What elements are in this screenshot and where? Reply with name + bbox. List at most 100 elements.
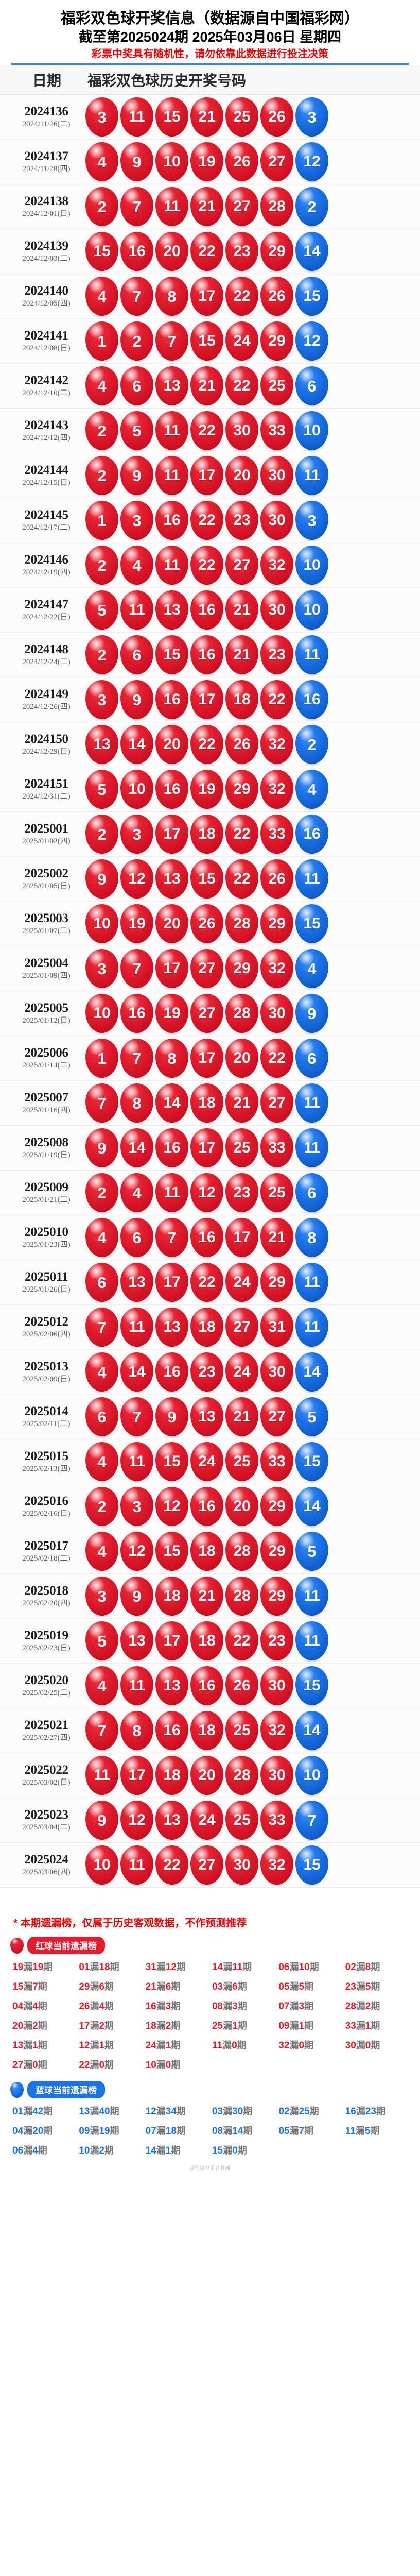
red-ball: 16: [190, 635, 223, 677]
red-ball: 26: [190, 904, 223, 946]
red-ball: 17: [155, 949, 188, 991]
draw-date: 2024/12/24(二): [22, 658, 71, 666]
omission-item: 19漏19期: [12, 1962, 53, 1973]
red-ball: 18: [155, 1577, 188, 1618]
red-ball: 25: [225, 97, 258, 139]
red-ball: 21: [190, 366, 223, 408]
red-ball: 22: [225, 815, 258, 856]
red-ball: 2: [85, 456, 118, 498]
red-ball: 2: [85, 546, 118, 587]
omission-item: 12漏1期: [79, 2040, 114, 2051]
red-ball: 21: [190, 1577, 223, 1618]
red-ball: 9: [120, 456, 153, 498]
blue-omission-header: 蓝球当前遗漏榜: [10, 2081, 420, 2098]
row-date-cell: 2024141 2024/12/08(日): [11, 329, 83, 353]
red-ball: 29: [225, 949, 258, 991]
issue-number: 2024145: [24, 508, 68, 522]
red-ball: 25: [260, 1173, 293, 1215]
red-ball: 11: [120, 1308, 153, 1349]
draw-date: 2024/12/10(二): [22, 389, 71, 397]
ball-group: 2 5 11 22 30 33 10: [83, 411, 328, 453]
red-ball: 10: [85, 994, 118, 1036]
red-ball: 26: [260, 277, 293, 318]
issue-number: 2024148: [24, 642, 68, 656]
red-ball: 10: [85, 1845, 118, 1887]
omission-item: 28漏2期: [345, 2001, 380, 2012]
red-ball: 1: [85, 1039, 118, 1080]
table-row: 2025017 2025/02/18(二) 4 12 15 18 28 29 5: [0, 1529, 420, 1574]
red-ball: 16: [190, 590, 223, 632]
omission-item: 15漏0期: [212, 2145, 247, 2156]
red-ball: 9: [155, 1397, 188, 1439]
red-ball: 21: [190, 97, 223, 139]
row-date-cell: 2025004 2025/01/09(四): [11, 956, 83, 981]
draw-date: 2025/02/11(二): [22, 1420, 71, 1428]
red-ball: 24: [190, 1442, 223, 1484]
red-ball: 25: [225, 1801, 258, 1842]
ball-group: 3 11 15 21 25 26 3: [83, 97, 328, 139]
red-ball: 20: [225, 1487, 258, 1529]
red-ball: 13: [120, 1621, 153, 1663]
omission-item: 02漏8期: [345, 1962, 380, 1973]
red-ball: 32: [260, 1845, 293, 1887]
red-ball: 19: [190, 142, 223, 184]
red-ball: 16: [155, 1128, 188, 1170]
red-ball: 27: [190, 1845, 223, 1887]
red-ball: 8: [155, 1039, 188, 1080]
issue-number: 2024146: [24, 553, 68, 567]
red-ball: 15: [155, 1442, 188, 1484]
issue-number: 2025008: [24, 1136, 68, 1149]
table-row: 2025004 2025/01/09(四) 3 7 17 27 29 32 4: [0, 946, 420, 991]
table-row: 2024142 2024/12/10(二) 4 6 13 21 22 25 6: [0, 364, 420, 409]
table-row: 2025014 2025/02/11(二) 6 7 9 13 21 27 5: [0, 1395, 420, 1439]
issue-number: 2025002: [24, 867, 68, 880]
ball-group: 10 11 22 27 30 32 15: [83, 1845, 328, 1887]
red-ball: 12: [155, 1487, 188, 1529]
red-ball: 15: [190, 321, 223, 363]
red-ball: 17: [190, 456, 223, 498]
red-ball: 17: [155, 1621, 188, 1663]
red-ball: 13: [155, 1666, 188, 1708]
blue-omission-section: 蓝球当前遗漏榜 01漏42期 13漏40期 12漏34期 03漏30期 02漏25期 16…: [0, 2074, 420, 2159]
red-ball: 24: [225, 321, 258, 363]
red-ball: 2: [85, 187, 118, 229]
blue-ball: 14: [295, 1711, 328, 1753]
ball-group: 5 13 17 18 22 23 11: [83, 1621, 328, 1663]
red-ball: 11: [120, 1442, 153, 1484]
red-ball: 4: [85, 1218, 118, 1260]
ball-group: 15 16 20 22 23 29 14: [83, 232, 328, 274]
table-row: 2024145 2024/12/17(二) 1 3 16 22 23 30 3: [0, 498, 420, 543]
ball-group: 2 6 15 16 21 23 11: [83, 635, 328, 677]
red-ball: 19: [155, 994, 188, 1036]
draw-date: 2025/03/04(二): [22, 1823, 71, 1832]
red-ball-icon: [10, 1937, 24, 1954]
red-ball: 5: [85, 1621, 118, 1663]
red-ball: 13: [85, 725, 118, 767]
red-ball: 22: [225, 366, 258, 408]
blue-ball: 6: [295, 366, 328, 408]
red-omission-header: 红球当前遗漏榜: [10, 1937, 420, 1954]
omission-item: 33漏1期: [345, 2021, 380, 2031]
red-ball: 31: [260, 1308, 293, 1349]
draw-date: 2025/01/14(二): [22, 1061, 71, 1070]
column-header-numbers: 福彩双色球历史开奖号码: [87, 73, 247, 89]
red-ball: 23: [225, 1173, 258, 1215]
results-table-body: 2024136 2024/11/26(二) 3 11 15 21 25 26 3 2024137 2…: [0, 95, 420, 1888]
table-row: 2025016 2025/02/16(日) 2 3 12 16 20 29 14: [0, 1484, 420, 1529]
red-ball: 32: [260, 725, 293, 767]
red-ball: 17: [190, 277, 223, 318]
red-ball: 32: [260, 770, 293, 811]
table-row: 2025024 2025/03/06(四) 10 11 22 27 30 32 15: [0, 1843, 420, 1888]
issue-number: 2025023: [24, 1808, 68, 1822]
red-ball: 18: [190, 1711, 223, 1753]
red-ball: 26: [260, 97, 293, 139]
omission-item: 13漏1期: [12, 2040, 47, 2051]
issue-number: 2025015: [24, 1449, 68, 1463]
red-ball: 33: [260, 815, 293, 856]
red-ball: 21: [225, 635, 258, 677]
blue-ball: 14: [295, 232, 328, 274]
omission-item: 03漏6期: [212, 1981, 247, 1992]
red-ball: 11: [120, 97, 153, 139]
table-row: 2025020 2025/02/25(二) 4 11 13 16 26 30 15: [0, 1664, 420, 1708]
red-ball: 26: [225, 1666, 258, 1708]
